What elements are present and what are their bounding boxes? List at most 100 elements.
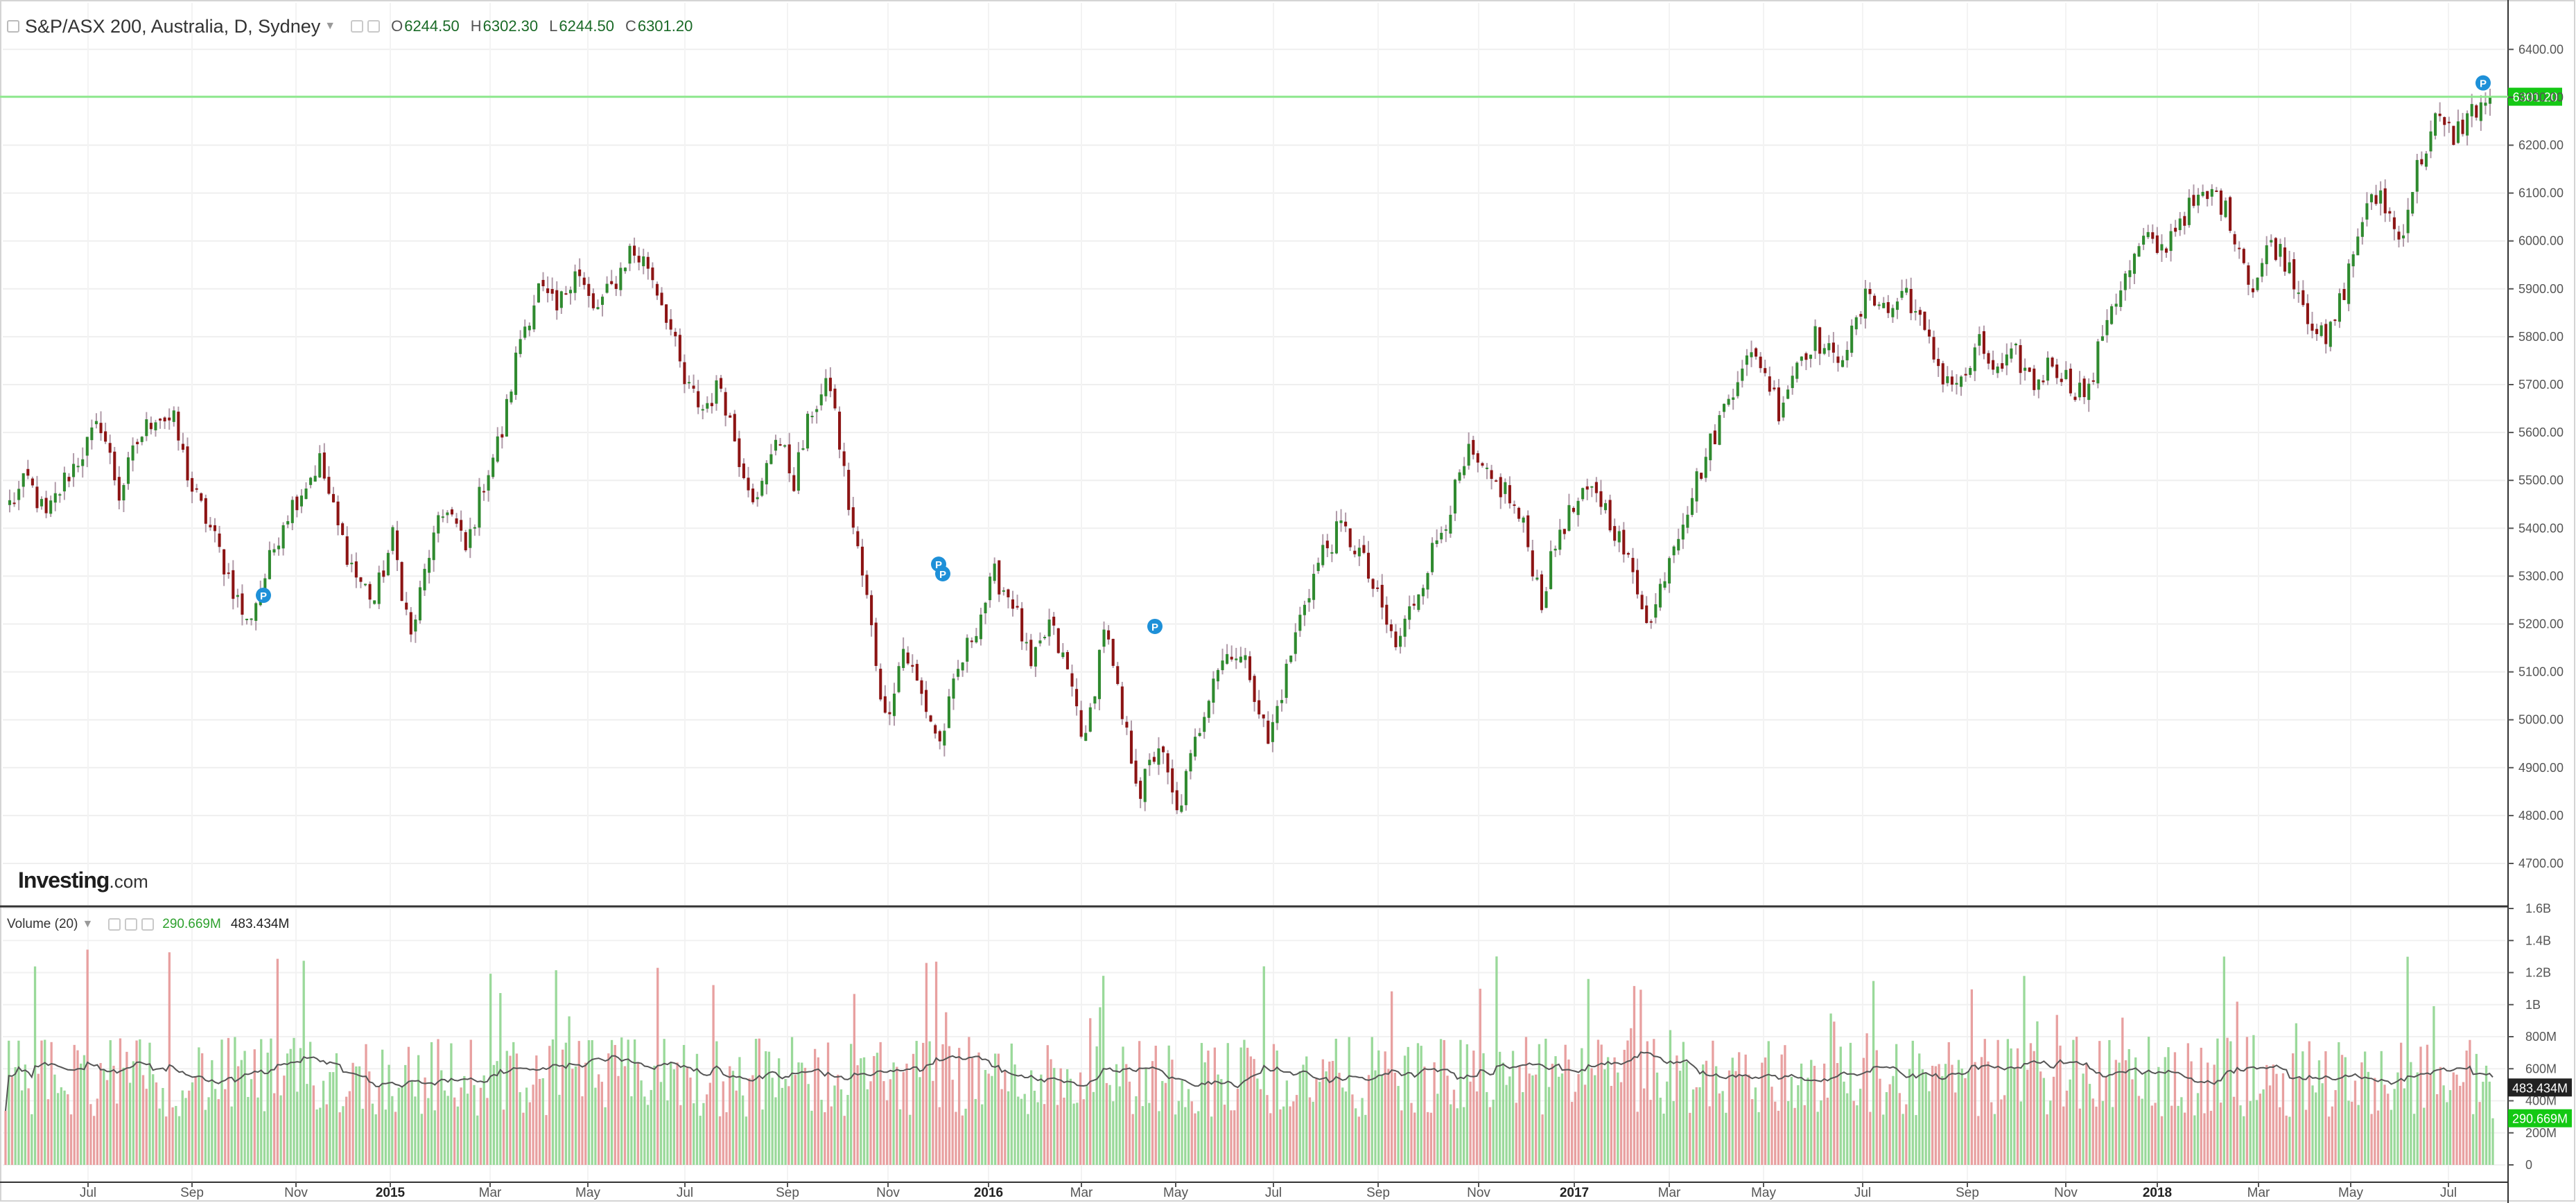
volume-bar[interactable] (862, 1057, 866, 1165)
volume-bar[interactable] (738, 1057, 741, 1165)
volume-bar[interactable] (1712, 1040, 1714, 1165)
candle[interactable] (1918, 310, 1922, 315)
candle[interactable] (1960, 376, 1963, 387)
candle[interactable] (787, 444, 791, 474)
volume-bar[interactable] (699, 1116, 702, 1165)
volume-bar[interactable] (2262, 1089, 2265, 1165)
close-icon[interactable] (141, 918, 155, 931)
volume-bar[interactable] (1531, 1075, 1534, 1165)
volume-bar[interactable] (2446, 1102, 2448, 1165)
candle[interactable] (2229, 197, 2232, 231)
volume-bar[interactable] (2462, 1082, 2465, 1165)
candle[interactable] (1608, 500, 1612, 531)
candle[interactable] (605, 283, 609, 293)
volume-bar[interactable] (14, 1066, 17, 1165)
candle[interactable] (2146, 231, 2150, 238)
volume-bar[interactable] (830, 1106, 833, 1165)
volume-bar[interactable] (1377, 1050, 1380, 1165)
volume-bar[interactable] (2236, 1001, 2238, 1165)
candle[interactable] (2247, 265, 2250, 285)
volume-bar[interactable] (974, 1098, 977, 1165)
volume-bar[interactable] (1839, 1046, 1842, 1165)
candle[interactable] (168, 417, 171, 421)
candle[interactable] (1932, 337, 1935, 360)
volume-bar[interactable] (1682, 1042, 1685, 1165)
candle[interactable] (619, 267, 623, 290)
volume-bar[interactable] (1167, 1045, 1170, 1165)
candle[interactable] (1540, 574, 1543, 611)
candle[interactable] (1235, 658, 1238, 660)
candle[interactable] (491, 457, 495, 477)
volume-bar[interactable] (227, 1037, 230, 1165)
candle[interactable] (309, 477, 313, 485)
candle[interactable] (924, 690, 928, 712)
volume-bar[interactable] (453, 1097, 456, 1165)
volume-bar[interactable] (2036, 1021, 2039, 1165)
candle[interactable] (131, 445, 134, 461)
candle[interactable] (1681, 525, 1685, 540)
volume-bar[interactable] (293, 1037, 295, 1165)
volume-bar[interactable] (446, 1096, 449, 1165)
volume-bar[interactable] (236, 1066, 240, 1165)
volume-bar[interactable] (754, 1039, 758, 1165)
candle[interactable] (628, 245, 632, 264)
candle[interactable] (1818, 327, 1822, 354)
candle[interactable] (550, 289, 554, 294)
volume-bar[interactable] (1843, 1081, 1845, 1165)
volume-bar[interactable] (558, 1094, 561, 1165)
volume-bar[interactable] (342, 1106, 345, 1165)
candle[interactable] (582, 277, 586, 286)
candle[interactable] (1120, 686, 1124, 719)
volume-bar[interactable] (2209, 1110, 2213, 1165)
volume-bar[interactable] (1033, 1090, 1036, 1165)
volume-bar[interactable] (577, 1041, 580, 1165)
volume-bar[interactable] (1800, 1063, 1803, 1165)
volume-bar[interactable] (1803, 1105, 1806, 1165)
volume-bar[interactable] (1056, 1105, 1059, 1165)
volume-bar[interactable] (1603, 1069, 1606, 1165)
volume-bar[interactable] (1610, 1085, 1613, 1165)
candle[interactable] (2046, 358, 2050, 381)
volume-bar[interactable] (2183, 1112, 2186, 1165)
candle[interactable] (2456, 121, 2460, 143)
volume-bar[interactable] (964, 1108, 967, 1165)
candle[interactable] (1034, 647, 1037, 667)
volume-bar[interactable] (2219, 1103, 2222, 1165)
volume-bar[interactable] (702, 1103, 705, 1165)
volume-bar[interactable] (643, 1096, 646, 1165)
candle[interactable] (1554, 548, 1557, 551)
volume-bar[interactable] (469, 1039, 472, 1165)
volume-bar[interactable] (1547, 1087, 1551, 1165)
volume-bar[interactable] (188, 1090, 191, 1165)
volume-bar[interactable] (1220, 1079, 1223, 1165)
candle[interactable] (254, 603, 258, 621)
volume-bar[interactable] (1020, 1098, 1023, 1165)
volume-bar[interactable] (2069, 1079, 2071, 1165)
volume-bar[interactable] (1334, 1038, 1337, 1165)
candle[interactable] (1148, 759, 1151, 766)
volume-bar[interactable] (50, 1042, 53, 1165)
candle[interactable] (2087, 383, 2091, 401)
candle[interactable] (341, 523, 345, 535)
volume-bar[interactable] (96, 1098, 99, 1165)
volume-bar[interactable] (1583, 1085, 1587, 1165)
candle[interactable] (2078, 383, 2082, 398)
candle[interactable] (573, 271, 577, 293)
candle[interactable] (1366, 552, 1370, 579)
volume-bar[interactable] (1095, 1046, 1098, 1165)
volume-bar[interactable] (1217, 1074, 1219, 1165)
volume-bar[interactable] (2098, 1041, 2101, 1165)
volume-bar[interactable] (279, 1095, 282, 1165)
candle[interactable] (363, 583, 367, 586)
candle[interactable] (2329, 322, 2332, 347)
candle[interactable] (2415, 159, 2419, 192)
volume-bar[interactable] (424, 1077, 426, 1165)
candle[interactable] (1955, 383, 1958, 385)
volume-bar[interactable] (993, 1053, 997, 1165)
candle[interactable] (1658, 583, 1662, 608)
candle[interactable] (195, 488, 198, 490)
candle[interactable] (815, 409, 819, 412)
volume-bar[interactable] (1606, 1057, 1610, 1165)
volume-bar[interactable] (1725, 1112, 1728, 1165)
volume-bar[interactable] (833, 1085, 836, 1165)
